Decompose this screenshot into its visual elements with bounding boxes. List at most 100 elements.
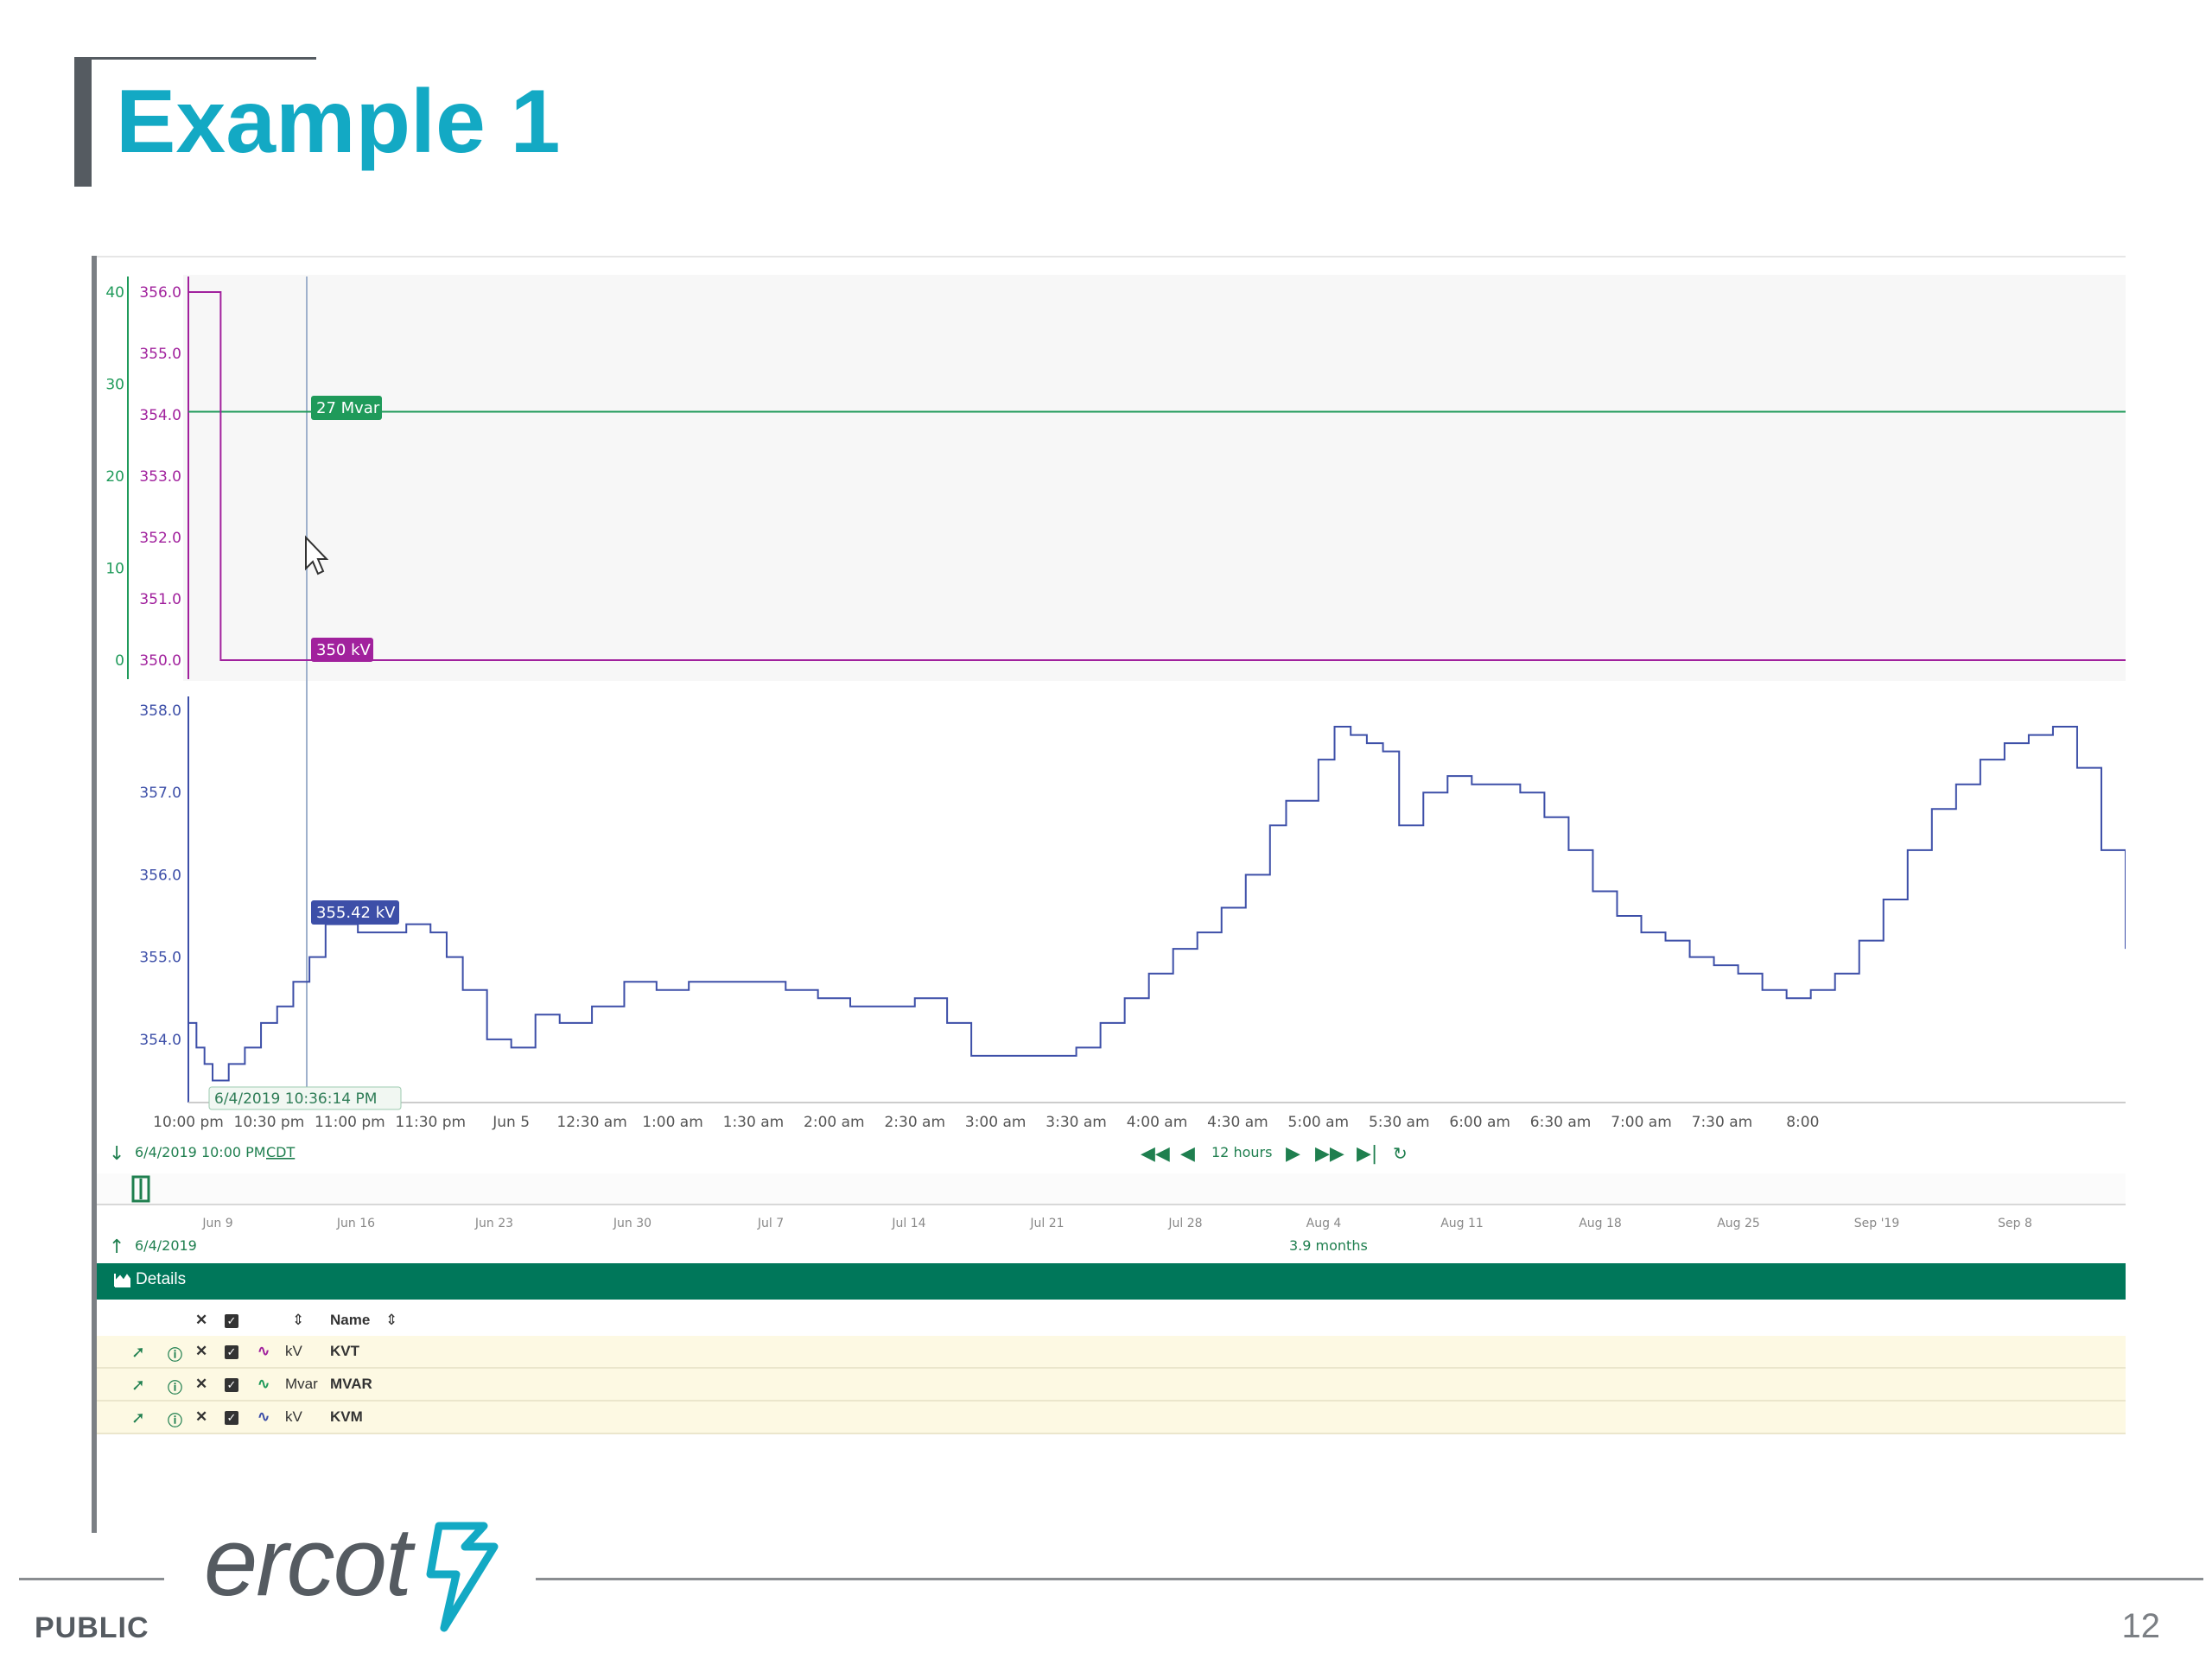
refresh-icon[interactable]: ↻ <box>1393 1143 1408 1164</box>
time-axis-tick: Jun 5 <box>492 1114 530 1131</box>
overview-strip[interactable] <box>97 1173 2126 1205</box>
locate-icon[interactable]: ➚ <box>131 1409 145 1427</box>
time-axis-tick: 1:30 am <box>723 1114 785 1131</box>
sort-icon[interactable]: ⇕ <box>292 1312 305 1328</box>
row-unit: kV <box>285 1343 302 1359</box>
kv-axis-tick: 356.0 <box>139 284 181 302</box>
overview-start: 6/4/2019 <box>135 1237 197 1254</box>
select-all-checkbox[interactable]: ✓ <box>225 1312 238 1329</box>
ercot-logo: ercot <box>204 1514 506 1635</box>
time-axis-tick: 7:00 am <box>1611 1114 1672 1131</box>
row-name: KVM <box>330 1408 363 1425</box>
remove-all-icon[interactable]: ✕ <box>195 1312 208 1328</box>
overview-axis-tick: Jun 30 <box>613 1217 652 1230</box>
kvm-tag-bg <box>311 900 399 925</box>
kv-axis-tick: 355.0 <box>139 346 181 363</box>
overview-axis-tick: Aug 4 <box>1306 1217 1342 1230</box>
cursor-time: 6/4/2019 10:36:14 PM <box>214 1090 377 1108</box>
info-icon[interactable]: ⓘ <box>168 1413 182 1429</box>
overview-handle[interactable] <box>131 1175 150 1203</box>
time-axis-tick: 11:00 pm <box>315 1114 385 1131</box>
step-forward-icon[interactable]: ▶ <box>1286 1143 1300 1165</box>
public-label: PUBLIC <box>35 1611 149 1644</box>
mvar-axis-ticks: 40 30 20 10 0 <box>105 284 124 670</box>
row-checkbox[interactable]: ✓ <box>225 1408 238 1426</box>
locate-icon[interactable]: ➚ <box>131 1376 145 1395</box>
time-axis-tick: 2:30 am <box>884 1114 945 1131</box>
overview-axis-tick: Sep 8 <box>1998 1217 2032 1230</box>
overview-axis-tick: Jul 14 <box>891 1217 925 1230</box>
overview-span: 3.9 months <box>1289 1237 1368 1254</box>
overview-axis-tick: Jul 7 <box>757 1217 784 1230</box>
ercot-bolt-icon <box>426 1522 499 1632</box>
name-sort-icon[interactable]: ⇕ <box>385 1312 398 1328</box>
time-axis-tick: 10:00 pm <box>153 1114 224 1131</box>
kvm-axis-tick: 356.0 <box>139 867 181 884</box>
table-row[interactable]: ➚ ⓘ ✕ ✓ ∿ Mvar MVAR <box>97 1369 2126 1402</box>
skip-end-icon[interactable]: ▶| <box>1357 1143 1377 1165</box>
title-accent-bar <box>74 57 92 187</box>
kv-axis-tick: 354.0 <box>139 407 181 424</box>
screenshot-frame <box>92 256 97 1533</box>
overview-axis-tick: Aug 18 <box>1579 1217 1622 1230</box>
time-axis-tick: 7:30 am <box>1692 1114 1753 1131</box>
range-label: 12 hours <box>1211 1144 1272 1160</box>
time-axis-tick: 6:30 am <box>1530 1114 1592 1131</box>
kv-axis-tick: 352.0 <box>139 530 181 547</box>
checkbox-check-icon: ✓ <box>225 1314 238 1328</box>
arrow-down-icon[interactable]: ↓ <box>109 1143 124 1165</box>
remove-icon[interactable]: ✕ <box>195 1343 208 1359</box>
fast-forward-icon[interactable]: ▶▶ <box>1315 1143 1344 1165</box>
row-checkbox[interactable]: ✓ <box>225 1376 238 1393</box>
title-rule <box>74 57 316 60</box>
kv-axis-tick: 353.0 <box>139 468 181 486</box>
remove-icon[interactable]: ✕ <box>195 1376 208 1392</box>
time-axis-tick: 4:30 am <box>1207 1114 1268 1131</box>
top-panel-bg <box>183 275 2126 681</box>
mvar-axis-tick: 40 <box>105 284 124 302</box>
time-axis-tick: 5:00 am <box>1288 1114 1350 1131</box>
mvar-tag-bg <box>311 396 382 420</box>
time-axis-ticks: 10:00 pm 10:30 pm 11:00 pm 11:30 pm Jun 5 12:… <box>153 1114 1819 1131</box>
kv-axis-tick: 350.0 <box>139 652 181 670</box>
name-column-header[interactable]: Name <box>330 1312 371 1328</box>
row-name: KVT <box>330 1343 359 1359</box>
kvm-axis-tick: 354.0 <box>139 1032 181 1049</box>
row-checkbox[interactable]: ✓ <box>225 1343 238 1360</box>
mvar-axis-tick: 20 <box>105 468 124 486</box>
overview-axis-tick: Sep '19 <box>1854 1217 1900 1230</box>
footer-rule-left <box>19 1578 164 1580</box>
table-row[interactable]: ➚ ⓘ ✕ ✓ ∿ kV KVT <box>97 1336 2126 1369</box>
kvm-axis-tick: 355.0 <box>139 950 181 967</box>
fast-rewind-icon[interactable]: ◀◀ <box>1141 1143 1170 1165</box>
overview-axis-tick: Aug 11 <box>1440 1217 1484 1230</box>
kvt-series-line <box>188 291 2126 661</box>
area-chart-icon <box>114 1274 130 1287</box>
overview-axis-tick: Jun 16 <box>336 1217 375 1230</box>
remove-icon[interactable]: ✕ <box>195 1408 208 1425</box>
overview-axis-tick: Jun 9 <box>201 1217 232 1230</box>
step-back-icon[interactable]: ◀ <box>1180 1143 1195 1165</box>
page-number: 12 <box>2121 1607 2161 1645</box>
checkbox-check-icon: ✓ <box>225 1411 238 1425</box>
time-axis-tick: 3:00 am <box>965 1114 1027 1131</box>
kvm-tag: 355.42 kV <box>316 904 396 922</box>
arrow-up-icon[interactable]: ↑ <box>109 1236 124 1258</box>
table-row[interactable]: ➚ ⓘ ✕ ✓ ∿ kV KVM <box>97 1402 2126 1434</box>
row-unit: kV <box>285 1408 302 1425</box>
trend-line-icon: ∿ <box>257 1343 270 1359</box>
logo-wordmark: ercot <box>204 1508 412 1616</box>
info-icon[interactable]: ⓘ <box>168 1347 182 1363</box>
row-unit: Mvar <box>285 1376 318 1392</box>
locate-icon[interactable]: ➚ <box>131 1344 145 1362</box>
kv-tag: 350 kV <box>316 641 372 659</box>
checkbox-check-icon: ✓ <box>225 1345 238 1359</box>
mvar-axis-tick: 10 <box>105 561 124 578</box>
details-bar[interactable]: Details <box>97 1263 2126 1300</box>
details-table-header: ✕ ✓ ⇕ Name ⇕ <box>97 1305 2126 1336</box>
time-axis-tick: 6:00 am <box>1449 1114 1510 1131</box>
timezone-link[interactable]: CDT <box>266 1144 295 1160</box>
info-icon[interactable]: ⓘ <box>168 1380 182 1396</box>
time-axis-tick: 3:30 am <box>1046 1114 1107 1131</box>
kvm-axis-tick: 358.0 <box>139 702 181 720</box>
